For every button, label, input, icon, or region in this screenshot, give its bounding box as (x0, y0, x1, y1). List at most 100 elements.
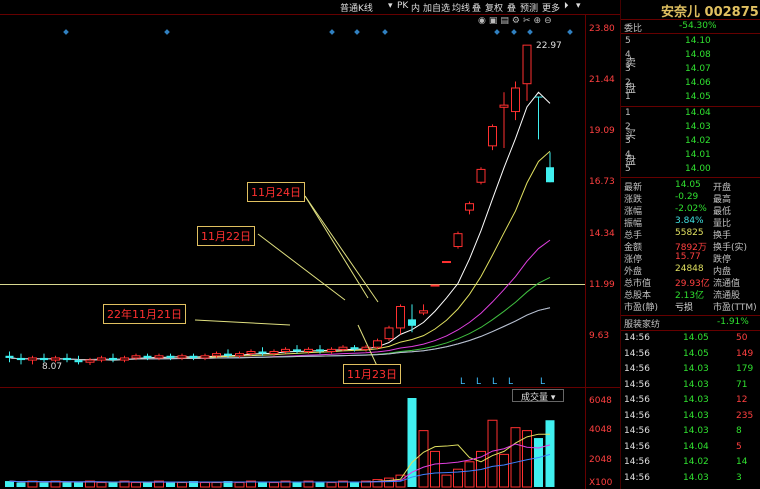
toolbar-item-forecast[interactable]: 预测 (520, 4, 539, 14)
period-selector[interactable]: 普通K线 (340, 4, 373, 14)
volume-bar (545, 420, 555, 487)
pin-icon[interactable]: ⏵ (564, 1, 569, 11)
tick-volume: 71 (736, 379, 748, 390)
leader-c1 (194, 319, 291, 326)
volume-bar (211, 482, 222, 488)
quote-label-2: 流通值 (713, 279, 741, 289)
price-tick: 16.73 (589, 177, 615, 187)
volume-ma-20 (9, 453, 551, 483)
toolbar-item-more[interactable]: 更多 (542, 4, 561, 14)
quote-label-2: 量比 (713, 219, 732, 229)
settings-icon[interactable]: ⚙ (511, 16, 523, 26)
tick-volume: 50 (736, 333, 748, 343)
volume-bar (189, 481, 198, 487)
level-price: 14.01 (685, 150, 711, 160)
level-index: 2 (625, 78, 631, 88)
camera-icon[interactable]: ▣ (488, 16, 501, 26)
tick-price: 14.04 (683, 441, 709, 452)
candle-body (109, 357, 117, 361)
candle-body (281, 348, 290, 353)
callout-nov21: 22年11月21日 (103, 304, 186, 324)
ma-line-30 (9, 277, 551, 361)
callout-nov22: 11月22日 (197, 226, 255, 246)
tick-price: 14.03 (683, 410, 709, 421)
quote-value: 亏损 (675, 303, 694, 313)
toolbar-item-overlay[interactable]: 叠 (472, 4, 482, 14)
quote-value: 55825 (675, 228, 704, 238)
zoom-out-icon[interactable]: ⊖ (544, 16, 555, 26)
quote-row: 市盈(静) 亏损 市盈(TTM) (621, 300, 760, 313)
toolbar-item-ma[interactable]: 均线 (452, 4, 471, 14)
quote-label-2: 跌停 (713, 255, 732, 265)
quote-label: 总市值 (624, 279, 652, 289)
volume-bar (177, 482, 187, 488)
price-tick: 9.63 (589, 331, 610, 341)
tick-time: 14:56 (624, 333, 650, 343)
buy-level: 1 14.04 (621, 108, 760, 120)
stock-code: 002875 (704, 5, 759, 20)
candle-body (40, 357, 48, 361)
toolbar-dropdown2-icon[interactable]: ▾ (576, 1, 581, 11)
level-index: 1 (625, 92, 631, 102)
volume-tick: 4048 (589, 425, 612, 435)
volume-bar (16, 482, 26, 487)
quote-label: 涨跌 (624, 195, 643, 205)
volume-bar (315, 482, 325, 487)
toolbar-item-nei[interactable]: 内 (411, 4, 421, 14)
chart-tool-icons: ◉▣▤⚙✂⊕⊖ (478, 16, 555, 26)
candle-body (546, 167, 554, 183)
volume-indicator-selector[interactable]: 成交量 ▾ (512, 389, 565, 403)
tick-price: 14.03 (683, 472, 709, 483)
tick-volume: 5 (736, 441, 742, 452)
toolbar-item-pk[interactable]: PK (397, 1, 409, 11)
volume-bar (39, 482, 49, 487)
chart-type-icon[interactable]: ▤ (500, 16, 512, 26)
candle-body (534, 96, 543, 98)
level-index: 3 (625, 64, 631, 74)
tick-volume: 235 (736, 410, 754, 421)
quote-row: 总股本 2.13亿 流通股 (621, 288, 760, 301)
candle-body (5, 355, 14, 358)
tick-row: 14:56 14.05 50 (621, 333, 760, 345)
level-price: 14.00 (685, 164, 711, 174)
volume-bar (223, 481, 233, 487)
zoom-in-icon[interactable]: ⊕ (533, 16, 545, 26)
candle-body (258, 351, 267, 354)
draw-icon[interactable]: ✂ (522, 16, 534, 26)
level-index: 4 (625, 150, 631, 160)
volume-bar (292, 482, 302, 487)
tick-row: 14:56 14.03 179 (621, 364, 760, 376)
weibi-label: 委比 (624, 24, 643, 34)
quote-row: 涨幅 -2.02% 最低 (621, 204, 760, 217)
candle-body (384, 327, 394, 340)
volume-bar (303, 480, 314, 488)
volume-bar (74, 482, 83, 487)
tick-time: 14:56 (624, 457, 650, 467)
toolbar-dropdown-icon[interactable]: ▾ (388, 1, 393, 11)
candle-body (154, 355, 164, 359)
quote-value: 14.05 (675, 180, 701, 190)
tick-volume: 12 (736, 395, 748, 405)
tick-time: 14:56 (624, 441, 650, 452)
kline-chart-area[interactable]: L L L L L 普通K线 ▾ PK 内 加自选 均线 叠 复权 叠 预测 更多 ⏵ … (0, 0, 620, 489)
candle-body (338, 346, 348, 350)
candle-body (430, 284, 440, 287)
toolbar-item-overlay2[interactable]: 叠 (507, 4, 517, 14)
toolbar-item-add-watch[interactable]: 加自选 (423, 4, 451, 14)
candle-body (522, 44, 532, 85)
weibi-row: 委比 -54.30% (621, 21, 760, 34)
candle-body (396, 306, 405, 329)
volume-bar (338, 480, 348, 488)
candle-body (189, 355, 198, 358)
event-marker (63, 29, 69, 35)
volume-bar (5, 481, 14, 487)
candle-body (224, 353, 232, 356)
volume-bar (166, 482, 175, 487)
ma-line-20 (9, 239, 551, 361)
buy-level: 4 14.01 (621, 150, 760, 162)
eye-icon[interactable]: ◉ (478, 16, 489, 26)
toolbar-item-adjust[interactable]: 复权 (485, 4, 504, 14)
industry-row[interactable]: 服装家纺 -1.91% (621, 317, 760, 330)
tick-row: 14:56 14.03 3 (621, 473, 760, 485)
